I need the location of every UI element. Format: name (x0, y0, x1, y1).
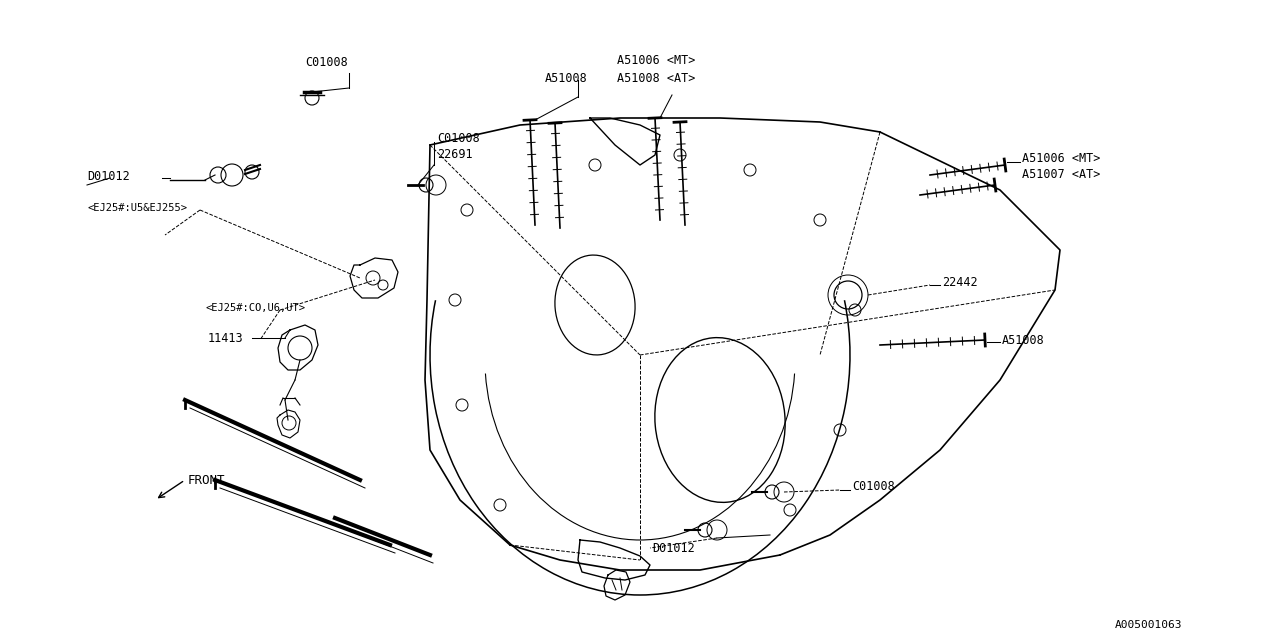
Text: A51008 <AT>: A51008 <AT> (617, 72, 695, 84)
Text: <EJ25#:CO,U6,UT>: <EJ25#:CO,U6,UT> (205, 303, 305, 313)
Text: C01008: C01008 (305, 56, 348, 70)
Text: A51007 <AT>: A51007 <AT> (1021, 168, 1101, 182)
Text: D01012: D01012 (652, 541, 695, 554)
Text: C01008: C01008 (852, 481, 895, 493)
Text: 22442: 22442 (942, 275, 978, 289)
Text: D01012: D01012 (87, 170, 129, 182)
Text: A51008: A51008 (545, 72, 588, 84)
Text: FRONT: FRONT (188, 474, 225, 486)
Text: A005001063: A005001063 (1115, 620, 1183, 630)
Text: A51008: A51008 (1002, 333, 1044, 346)
Text: A51006 <MT>: A51006 <MT> (1021, 152, 1101, 164)
Text: C01008: C01008 (436, 131, 480, 145)
Text: A51006 <MT>: A51006 <MT> (617, 54, 695, 67)
Text: 11413: 11413 (207, 332, 243, 344)
Text: <EJ25#:U5&EJ255>: <EJ25#:U5&EJ255> (87, 203, 187, 213)
Text: 22691: 22691 (436, 148, 472, 161)
